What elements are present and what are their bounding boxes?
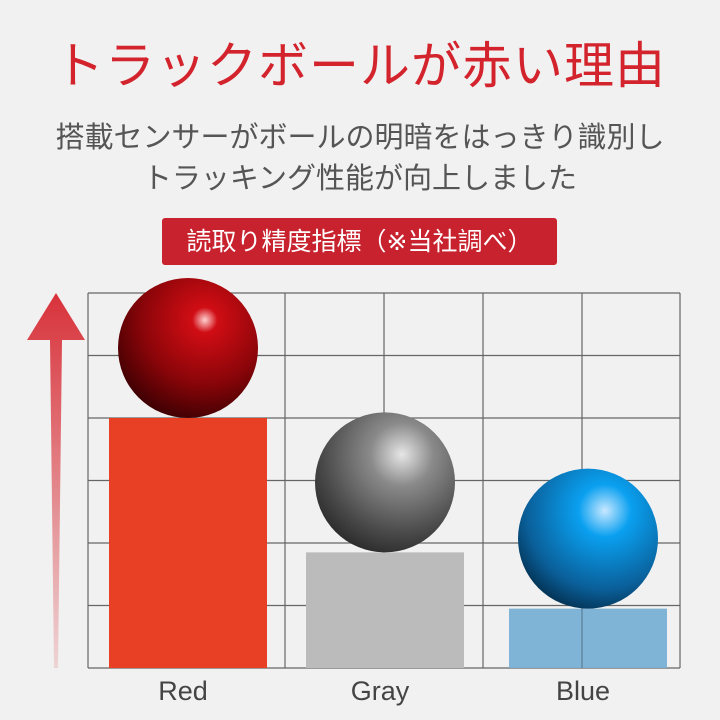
gray-ball-icon [315, 412, 455, 553]
up-arrow-icon [27, 293, 85, 668]
bar-red [109, 418, 267, 668]
chart-badge: 読取り精度指標（※当社調べ） [162, 218, 557, 265]
subtitle-line-2: トラッキング性能が向上しました [142, 161, 578, 195]
x-tick-label-red: Red [158, 676, 208, 706]
x-tick-label-blue: Blue [556, 676, 610, 706]
bar-blue [509, 608, 667, 668]
subtitle-line-1: 搭載センサーがボールの明暗をはっきり識別し [55, 120, 665, 154]
bar-gray [306, 552, 464, 668]
x-tick-label-gray: Gray [351, 676, 410, 706]
red-ball-icon [118, 278, 258, 418]
page-title: トラックボールが赤い理由 [54, 37, 666, 95]
blue-ball-icon [518, 468, 658, 609]
